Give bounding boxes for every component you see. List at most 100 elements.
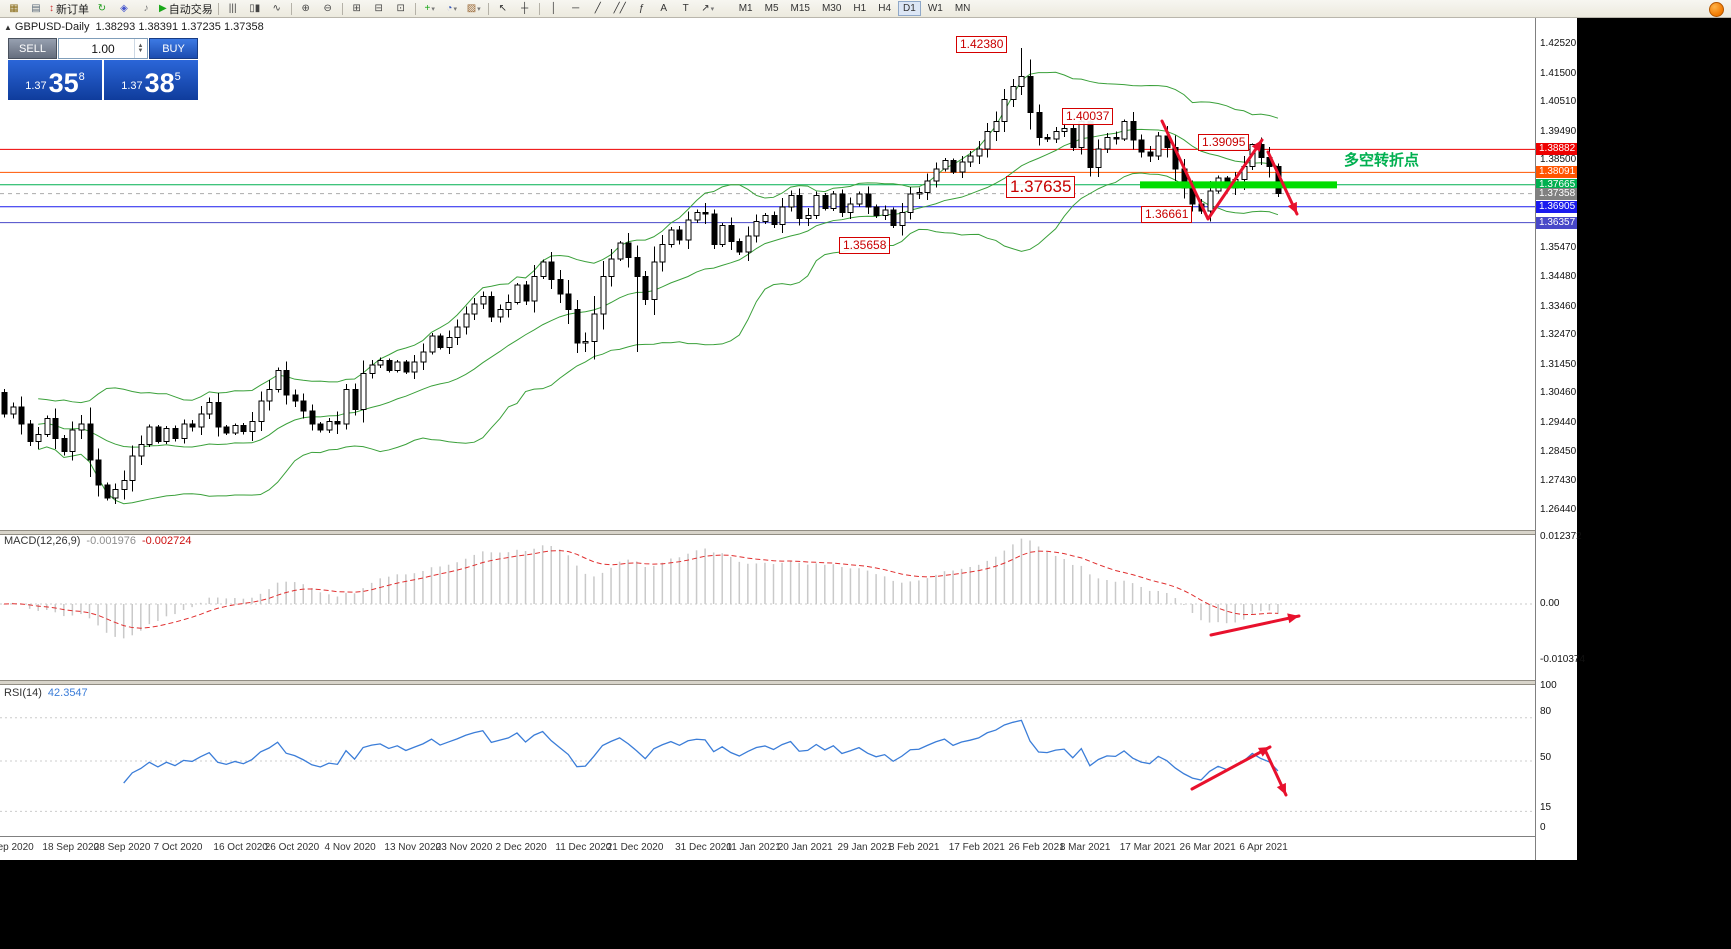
price-annotation[interactable]: 1.36661 [1141,206,1193,223]
price-axis[interactable]: 1.42520 1.41500 1.40510 1.39490 1.38882 1.385… [1535,18,1585,860]
arrange-icons-icon[interactable]: ⊡ [396,3,405,14]
cascade-windows-icon[interactable]: ⊟ [374,3,383,14]
date-label: 2 Dec 2020 [495,842,547,853]
price-badge-current: 1.37358 [1536,187,1577,200]
horizontal-line-icon[interactable]: ─ [572,3,580,14]
rsi-axis-tick: 0 [1540,822,1546,833]
text-label-icon[interactable]: T [682,3,689,14]
periods-icon[interactable]: ◔ ▾ [446,3,457,14]
date-label: 21 Dec 2020 [606,842,664,853]
volume-spinner[interactable]: ▲ ▼ [134,39,146,58]
candlesticks [1,48,1282,505]
trendline-icon[interactable]: ╱ [594,3,601,14]
buy-button[interactable]: BUY [149,38,198,59]
price-annotation[interactable]: 1.39095 [1198,134,1250,151]
price-tick: 1.42520 [1540,38,1577,49]
crosshair-icon[interactable]: ┼ [521,3,529,14]
rsi-axis-tick: 100 [1540,680,1557,691]
one-click-trading-panel: SELL 1.00 ▲ ▼ BUY 1.37 35 8 1.37 38 5 [8,38,198,100]
date-label: 16 Oct 2020 [213,842,268,853]
rsi-axis-tick: 80 [1540,706,1552,717]
price-tick: 1.26440 [1540,503,1577,515]
rsi-panel[interactable] [0,684,1535,836]
arrows-shapes-icon[interactable]: ↗ ▾ [701,3,715,14]
candlestick-chart-icon[interactable]: ▯▮ [249,3,261,14]
date-label: 11 Dec 2020 [555,842,612,853]
price-tick: 1.28450 [1540,445,1577,457]
trend-arrow[interactable] [1190,745,1272,791]
vertical-line-icon[interactable]: │ [550,3,557,14]
right-margin [1577,18,1731,949]
timeframe-MN[interactable]: MN [954,3,971,14]
date-label: 26 Oct 2020 [264,842,320,853]
turning-point-note[interactable]: 多空转折点 [1344,152,1420,169]
toolbar-separator [414,2,416,15]
date-label: 8 Mar 2021 [1059,842,1111,853]
chart-area[interactable]: ▲ GBPUSD-Daily 1.38293 1.38391 1.37235 1.3… [0,18,1535,860]
new-order-button[interactable]: ↕ 新订单 [49,3,89,16]
tile-windows-icon[interactable]: ⊞ [352,3,361,14]
trend-arrow[interactable] [1209,613,1301,637]
macd-panel[interactable] [0,532,1535,680]
toolbar-separator [487,2,489,15]
indicators-icon[interactable]: + ▾ [424,3,435,14]
line-chart-icon[interactable]: ∿ [272,3,281,14]
date-label: 31 Dec 2020 [675,842,732,853]
main-price-chart[interactable] [0,18,1535,530]
buy-price-big: 38 [144,68,175,98]
alerts-icon[interactable]: ♪ [143,3,149,14]
date-label: 8 Sep 2020 [0,842,34,853]
trend-arrow[interactable] [1160,119,1264,221]
price-tick: 1.39490 [1540,125,1577,137]
zoom-out-icon[interactable]: ⊖ [323,3,332,14]
fibonacci-icon[interactable]: ƒ [638,3,645,14]
navigator-icon[interactable]: ◈ [120,3,128,14]
date-label: 8 Feb 2021 [888,842,940,853]
timeframe-H4[interactable]: H4 [878,3,892,14]
profiles-icon[interactable]: ▤ [31,3,41,14]
timeframe-W1[interactable]: W1 [927,3,943,14]
volume-value: 1.00 [91,41,115,56]
timeframe-M30[interactable]: M30 [821,3,842,14]
zoom-in-icon[interactable]: ⊕ [301,3,310,14]
timeframe-M5[interactable]: M5 [764,3,779,14]
price-tick: 1.30460 [1540,387,1577,399]
timeframe-M1[interactable]: M1 [738,3,753,14]
buy-price-prefix: 1.37 [121,80,143,92]
bar-chart-icon[interactable]: ||| [228,3,237,14]
autotrading-button[interactable]: ▶ 自动交易 [159,3,213,16]
price-tick: 1.33460 [1540,300,1577,312]
sell-price-panel[interactable]: 1.37 35 8 [8,60,102,100]
volume-field[interactable]: 1.00 ▲ ▼ [58,38,148,59]
timeframe-D1[interactable]: D1 [898,1,921,16]
timeframe-M15[interactable]: M15 [790,3,810,14]
price-badge-orange: 1.38091 [1536,166,1577,179]
trend-arrow[interactable] [1266,150,1299,216]
trend-arrow[interactable] [1264,750,1288,797]
price-annotation[interactable]: 1.35658 [839,237,891,254]
price-annotation[interactable]: 1.42380 [956,36,1008,53]
new-chart-icon[interactable]: ▦ [9,3,19,14]
rsi-line [123,719,1279,784]
sell-price-sup: 8 [78,71,85,83]
channel-icon[interactable]: ╱╱ [613,3,626,14]
text-icon[interactable]: A [660,3,668,14]
sell-button[interactable]: SELL [8,38,57,59]
price-annotation[interactable]: 1.37635 [1006,176,1076,198]
date-label: 28 Sep 2020 [93,842,151,853]
cursor-icon[interactable]: ↖ [498,3,507,14]
buy-price-panel[interactable]: 1.37 38 5 [104,60,198,100]
date-label: 18 Sep 2020 [42,842,100,853]
rsi-label-row: RSI(14) 42.3547 [4,687,88,699]
price-tick: 1.29440 [1540,417,1577,429]
price-annotation[interactable]: 1.40037 [1062,108,1114,125]
panel-separator[interactable] [0,530,1577,535]
expert-advisors-icon[interactable]: ↻ [97,3,107,14]
templates-icon[interactable]: ▨ ▾ [466,3,481,14]
timeframe-H1[interactable]: H1 [853,3,867,14]
chart-title: ▲ GBPUSD-Daily 1.38293 1.38391 1.37235 1.3… [4,21,264,33]
panel-separator[interactable] [0,680,1577,685]
one-click-collapse-icon[interactable]: ▲ [4,23,12,32]
